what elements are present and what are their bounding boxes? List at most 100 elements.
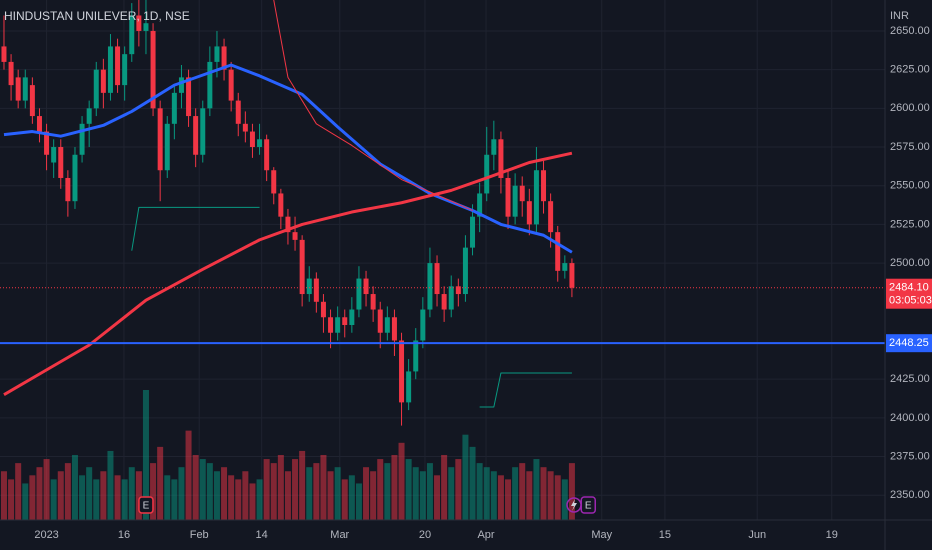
candle-body	[214, 46, 220, 62]
currency: INR	[890, 10, 909, 22]
candle-body	[526, 201, 532, 225]
volume-bar	[164, 475, 171, 520]
candle-body	[285, 216, 291, 233]
candle-body	[264, 139, 270, 171]
candle-body	[178, 77, 184, 93]
volume-pane	[0, 390, 575, 520]
candle-body	[462, 247, 468, 295]
volume-bar	[36, 467, 43, 520]
last-price-label: 2484.10	[889, 282, 929, 294]
candle-body	[299, 239, 305, 295]
candle-body	[249, 131, 255, 148]
volume-bar	[405, 459, 412, 520]
candle-body	[328, 317, 334, 333]
y-tick-label: 2550.00	[890, 180, 930, 192]
volume-bar	[150, 463, 157, 520]
candle-body	[484, 154, 490, 194]
volume-bar	[434, 475, 441, 520]
candle-body	[377, 309, 383, 333]
volume-bar	[277, 455, 284, 520]
y-tick-label: 2425.00	[890, 373, 930, 385]
volume-bar	[157, 446, 164, 520]
candle-body	[470, 216, 476, 248]
candle-body	[86, 108, 92, 124]
volume-bar	[299, 450, 306, 520]
candle-body	[569, 263, 575, 288]
candle-body	[292, 232, 298, 240]
candle-body	[519, 185, 525, 202]
y-tick-label: 2525.00	[890, 218, 930, 230]
volume-bar	[526, 471, 533, 520]
candle-body	[58, 147, 64, 178]
volume-bar	[228, 475, 235, 520]
volume-bar	[341, 479, 348, 520]
candle-body	[122, 54, 128, 86]
volume-bar	[348, 475, 355, 520]
volume-bar	[384, 463, 391, 520]
indicator-line	[3, 63, 573, 254]
axes: 2650.00 2625.00 2600.00 2575.00 2550.00 2525.…	[34, 25, 932, 541]
candle-body	[171, 92, 177, 124]
volume-bar	[377, 459, 384, 520]
candle-body	[221, 46, 227, 70]
volume-bar	[533, 459, 540, 520]
candle-body	[384, 317, 390, 333]
volume-bar	[43, 459, 50, 520]
candle-body	[541, 170, 547, 202]
candle-body	[72, 154, 78, 202]
volume-bar	[135, 471, 142, 520]
candle-body	[228, 69, 234, 101]
x-tick-label: 2023	[34, 529, 58, 541]
volume-bar	[355, 483, 362, 520]
candle-body	[193, 116, 199, 155]
candle-body	[79, 123, 85, 155]
x-tick-label: 14	[256, 529, 268, 541]
volume-bar	[64, 463, 71, 520]
volume-bar	[79, 475, 86, 520]
price-label: 2448.25	[889, 337, 929, 349]
candle-body	[44, 131, 50, 155]
countdown: 03:05:03	[889, 295, 932, 307]
volume-bar	[306, 467, 313, 520]
candle-body	[356, 278, 362, 310]
volume-bar	[476, 463, 483, 520]
symbol-title: HINDUSTAN UNILEVER, 1D, NSE	[4, 9, 190, 23]
volume-bar	[370, 471, 377, 520]
volume-bar	[0, 471, 7, 520]
candle-body	[349, 309, 355, 325]
volume-bar	[561, 479, 568, 520]
icon-circle	[566, 497, 582, 513]
volume-bar	[192, 455, 199, 520]
volume-bar	[15, 463, 22, 520]
volume-bar	[142, 390, 149, 520]
candle-body	[29, 85, 35, 117]
volume-bar	[363, 467, 370, 520]
x-tick-label: 15	[659, 529, 671, 541]
candle-body	[498, 139, 504, 178]
volume-bar	[86, 467, 93, 520]
candle-body	[157, 108, 163, 171]
event-marker	[138, 496, 154, 514]
volume-bar	[128, 467, 135, 520]
volume-bar	[100, 471, 107, 520]
indicator-line	[479, 372, 572, 408]
candle-body	[1, 46, 7, 62]
volume-bar	[178, 467, 185, 520]
lightning	[571, 499, 577, 511]
candle-body	[150, 30, 156, 109]
candle-body	[562, 263, 568, 271]
candle-body	[235, 100, 241, 124]
volume-bar	[185, 430, 192, 520]
candle-body	[93, 69, 99, 109]
candle-body	[278, 193, 284, 217]
candle-body	[143, 23, 149, 31]
candle-body	[15, 77, 21, 101]
volume-bar	[391, 455, 398, 520]
candle-body	[200, 108, 206, 155]
x-tick-label: May	[591, 529, 612, 541]
candle-body	[313, 278, 319, 302]
y-tick-label: 2350.00	[890, 489, 930, 501]
price-label-box	[886, 334, 932, 353]
